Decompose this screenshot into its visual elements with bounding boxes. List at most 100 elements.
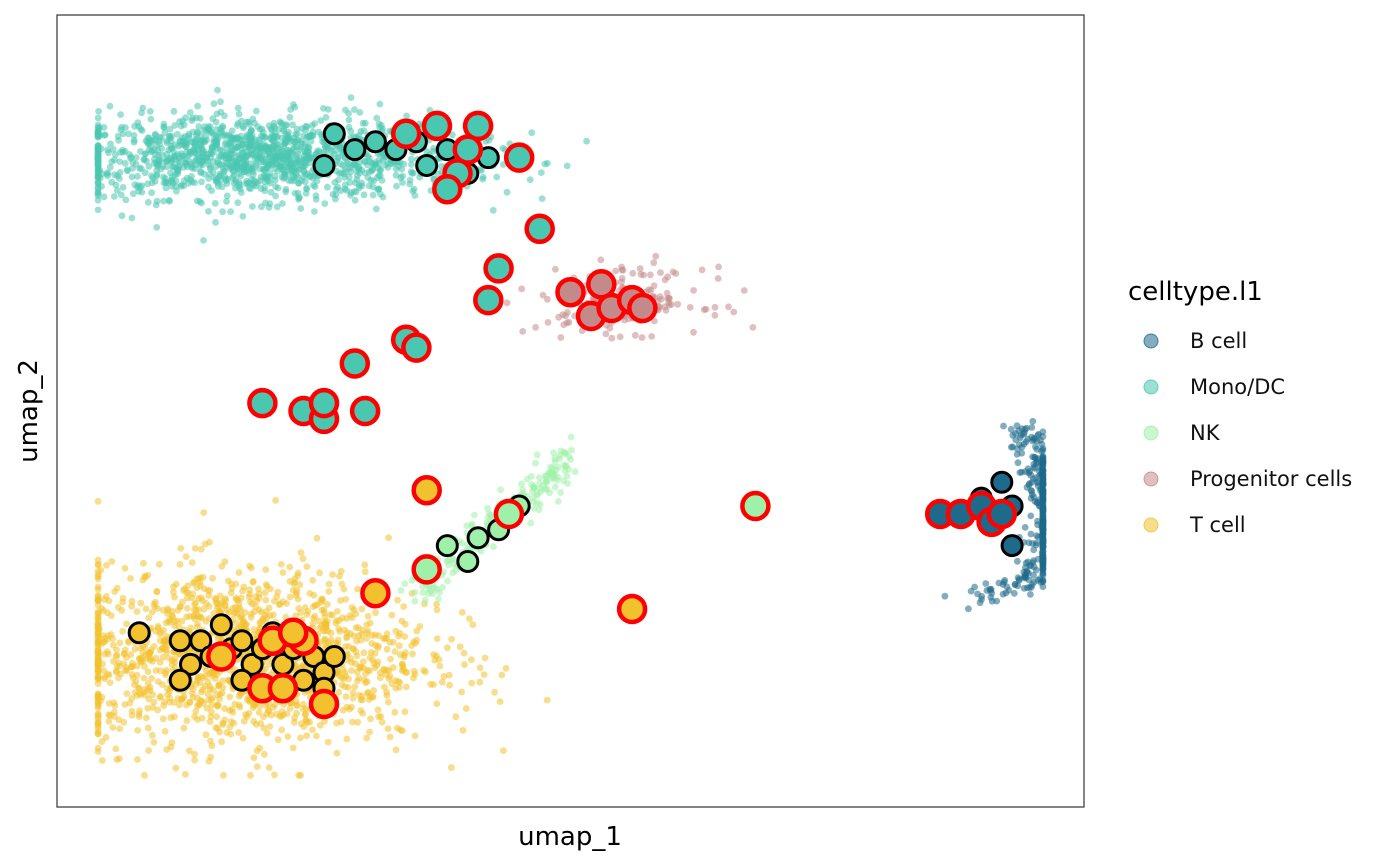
cell-point <box>197 582 204 590</box>
cell-point <box>227 589 235 597</box>
cell-point <box>458 688 465 696</box>
black-highlighted-cell <box>230 629 254 653</box>
cell-point <box>203 136 210 144</box>
cell-point <box>119 184 127 191</box>
cell-point <box>191 750 198 758</box>
cell-point <box>343 703 351 711</box>
cell-point <box>94 114 102 122</box>
cell-point <box>128 711 136 719</box>
cell-point <box>608 334 616 342</box>
cell-point <box>350 160 358 168</box>
cell-point <box>551 455 559 463</box>
cell-point <box>665 295 673 302</box>
cell-point <box>110 193 118 200</box>
cell-point <box>338 580 346 588</box>
legend-key-4 <box>1143 517 1159 533</box>
cell-point <box>105 700 113 707</box>
cell-point <box>265 764 273 771</box>
cell-point <box>366 728 373 736</box>
cell-point <box>216 600 224 608</box>
cell-point <box>172 156 180 164</box>
cell-point <box>377 669 384 677</box>
cell-point <box>113 756 121 763</box>
cell-point <box>400 160 408 168</box>
cell-point <box>148 675 156 682</box>
cell-point <box>94 713 102 720</box>
cell-point <box>690 328 697 336</box>
cell-point <box>265 122 273 130</box>
cell-point <box>536 501 544 508</box>
cell-point <box>1008 443 1015 451</box>
cell-point <box>194 674 202 682</box>
cell-point <box>271 597 278 605</box>
cell-point <box>298 125 306 132</box>
cell-point <box>236 604 244 612</box>
cell-point <box>250 608 258 615</box>
cell-point <box>1021 524 1029 531</box>
cell-point <box>468 679 476 687</box>
cell-point <box>352 179 359 187</box>
cell-point <box>749 324 757 331</box>
cell-point <box>94 744 102 752</box>
cell-point <box>207 128 215 136</box>
cell-point <box>113 646 120 654</box>
cell-point <box>400 665 407 673</box>
cell-point <box>327 636 335 643</box>
cell-point <box>205 208 212 215</box>
cell-point <box>306 159 314 167</box>
cell-point <box>291 714 298 722</box>
cell-point <box>650 259 658 267</box>
cell-point <box>96 625 103 633</box>
cell-point <box>528 129 536 137</box>
cell-point <box>145 695 153 703</box>
cell-point <box>103 562 110 569</box>
red-highlighted-cell <box>401 332 432 363</box>
cell-point <box>146 108 154 115</box>
cell-point <box>198 714 206 722</box>
cell-point <box>399 179 406 186</box>
cell-point <box>147 115 155 123</box>
cell-point <box>367 715 374 723</box>
cell-point <box>228 127 236 135</box>
cell-point <box>191 713 198 720</box>
cell-point <box>333 749 341 757</box>
cell-point <box>140 689 148 696</box>
cell-point <box>324 738 332 746</box>
cell-point <box>201 540 209 548</box>
cell-point <box>1039 490 1047 498</box>
cell-point <box>160 638 168 646</box>
cell-point <box>234 122 241 129</box>
cell-point <box>340 585 348 593</box>
cell-point <box>303 563 311 570</box>
cell-point <box>256 139 264 147</box>
red-highlighted-cell <box>247 387 278 419</box>
cell-point <box>292 612 300 620</box>
cell-point <box>536 474 543 481</box>
red-highlighted-cell <box>432 173 463 205</box>
cell-point <box>519 328 527 335</box>
cell-point <box>309 577 317 584</box>
cell-point <box>1024 465 1032 472</box>
cell-point <box>410 674 417 682</box>
cell-point <box>228 718 235 725</box>
cell-point <box>94 153 102 161</box>
cell-point <box>228 580 235 588</box>
cell-point <box>656 303 663 311</box>
cell-point <box>375 185 383 193</box>
cell-point <box>228 706 236 713</box>
red-highlighted-cell <box>555 276 586 308</box>
cell-point <box>256 619 264 627</box>
cell-point <box>216 728 224 736</box>
cell-point <box>99 607 107 614</box>
cell-point <box>118 606 126 614</box>
cell-point <box>208 701 216 709</box>
cell-point <box>401 633 409 640</box>
cell-point <box>136 644 144 652</box>
cell-point <box>155 156 163 164</box>
cell-point <box>369 191 377 199</box>
cell-point <box>470 511 478 519</box>
cell-point <box>260 724 268 732</box>
cell-point <box>256 744 264 752</box>
cell-point <box>479 175 487 183</box>
